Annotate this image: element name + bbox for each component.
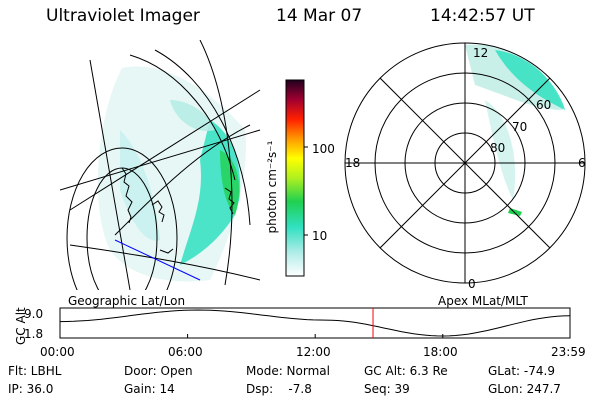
altitude-plot (59, 307, 571, 339)
polar-plot (344, 42, 586, 284)
info-mode: Mode: Normal (246, 364, 330, 378)
imager-title: Ultraviolet Imager (46, 6, 200, 26)
coastline (121, 167, 235, 254)
colorbar-gradient (285, 79, 305, 277)
xtick-1800: 18:00 (423, 345, 458, 359)
info-door: Door: Open (124, 364, 193, 378)
xtick-1200: 12:00 (296, 345, 331, 359)
polar-grid (344, 42, 586, 284)
info-seq: Seq: 39 (364, 382, 410, 396)
mlt-label-6: 6 (578, 156, 586, 170)
altitude-ytick-1-8: 1.8 (24, 327, 44, 341)
observation-time: 14:42:57 UT (430, 6, 535, 26)
colorbar-unit-label: photon cm⁻²s⁻¹ (265, 140, 279, 234)
info-dsp: Dsp: -7.8 (246, 382, 312, 396)
aurora-image-geographic (97, 66, 246, 282)
mlt-label-18: 18 (345, 156, 361, 170)
colorbar (285, 79, 308, 277)
altitude-plot-frame (59, 307, 571, 339)
geographic-map (60, 40, 261, 290)
orbit-track-line (114, 239, 201, 281)
info-gcalt: GC Alt: 6.3 Re (364, 364, 448, 378)
info-gain: Gain: 14 (124, 382, 175, 396)
observation-date: 14 Mar 07 (276, 6, 363, 26)
altitude-ytick-9: 9.0 (24, 307, 44, 321)
mlat-label-70: 70 (512, 120, 528, 134)
mlat-label-80: 80 (490, 141, 506, 155)
altitude-curve (59, 309, 570, 337)
colorbar-tick-100: 100 (312, 142, 335, 156)
map-grid-lines (60, 40, 261, 290)
xtick-0600: 06:00 (168, 345, 203, 359)
geographic-map-label: Geographic Lat/Lon (68, 294, 186, 308)
info-glon: GLon: 247.7 (488, 382, 561, 396)
info-ip: IP: 36.0 (8, 382, 54, 396)
colorbar-tick-10: 10 (312, 229, 328, 243)
mlt-label-12: 12 (473, 46, 489, 60)
aurora-image-polar (465, 44, 565, 216)
mlat-label-60: 60 (536, 98, 552, 112)
info-glat: GLat: -74.9 (488, 364, 555, 378)
apex-map-label: Apex MLat/MLT (438, 294, 528, 308)
mlt-label-0: 0 (468, 277, 476, 291)
info-flt: Flt: LBHL (8, 364, 62, 378)
xtick-0000: 00:00 (40, 345, 75, 359)
xtick-2359: 23:59 (551, 345, 586, 359)
